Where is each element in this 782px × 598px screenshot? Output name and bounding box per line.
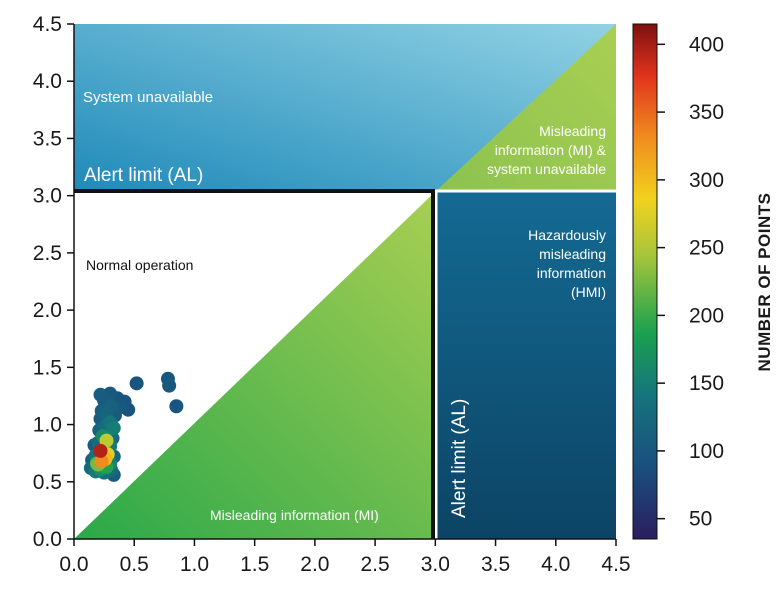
colorbar-tick-label: 350: [689, 101, 724, 124]
x-tick-label: 0.0: [59, 553, 88, 576]
x-tick-label: 4.5: [601, 553, 630, 576]
y-tick-label: 2.0: [33, 299, 62, 322]
x-tick-label: 2.0: [300, 553, 329, 576]
y-tick-label: 0.0: [33, 528, 62, 551]
region-hmi: [436, 191, 616, 539]
x-tick-label: 1.0: [180, 553, 209, 576]
colorbar-label: NUMBER OF POINTS: [755, 193, 774, 372]
scatter-point: [93, 443, 108, 458]
colorbar-tick-label: 50: [689, 508, 712, 531]
label-hmi-line-4: (HMI): [571, 284, 606, 300]
x-tick-label: 3.5: [481, 553, 510, 576]
region-mi-and-unavailable: [436, 24, 616, 191]
label-hmi-line-1: Hazardously: [528, 227, 606, 243]
colorbar-gradient: [632, 23, 658, 540]
x-tick-label: 1.5: [240, 553, 269, 576]
region-misleading-information: [74, 191, 436, 539]
scatter-point: [129, 376, 144, 391]
label-alert-limit-vertical: Alert limit (AL): [449, 399, 470, 518]
colorbar-tick-label: 200: [689, 304, 724, 327]
y-tick-label: 1.5: [33, 356, 62, 379]
label-system-unavailable: System unavailable: [83, 89, 213, 106]
label-mi-unavailable-line-1: Misleading: [539, 123, 606, 139]
y-tick-label: 4.5: [33, 13, 62, 36]
x-axis-ticks: 0.0 0.5 1.0 1.5 2.0 2.5 3.0 3.5 4.0 4.5: [59, 539, 631, 576]
y-tick-label: 3.5: [33, 127, 62, 150]
scatter-point: [99, 433, 114, 448]
y-axis-ticks: 0.0 0.5 1.0 1.5 2.0 2.5 3.0 3.5 4.0 4.5: [33, 13, 74, 551]
y-tick-label: 1.0: [33, 414, 62, 437]
x-tick-label: 2.5: [361, 553, 390, 576]
colorbar: 50 100 150 200 250 300 350 400 NUMBER OF POINTS: [632, 23, 774, 540]
region-labels: System unavailable Alert limit (AL) Misl…: [83, 89, 607, 523]
scatter-point: [94, 454, 109, 469]
colorbar-ticks: 50 100 150 200 250 300 350 400: [657, 33, 724, 531]
label-misleading-information: Misleading information (MI): [210, 507, 379, 523]
label-alert-limit-horizontal: Alert limit (AL): [84, 165, 203, 186]
y-tick-label: 0.5: [33, 471, 62, 494]
stanford-regions: [74, 24, 616, 539]
scatter-point: [93, 387, 108, 402]
y-tick-label: 2.5: [33, 242, 62, 265]
label-mi-unavailable-line-3: system unavailable: [487, 161, 606, 177]
colorbar-tick-label: 300: [689, 169, 724, 192]
scatter-point: [169, 399, 184, 414]
scatter-point: [106, 420, 121, 435]
x-tick-label: 4.0: [541, 553, 570, 576]
y-tick-label: 4.0: [33, 70, 62, 93]
scatter-points: [83, 371, 184, 482]
label-hmi-line-2: misleading: [539, 246, 606, 262]
y-tick-label: 3.0: [33, 185, 62, 208]
x-tick-label: 3.0: [421, 553, 450, 576]
label-hmi-line-3: information: [537, 265, 606, 281]
scatter-point: [162, 378, 177, 393]
colorbar-tick-label: 150: [689, 372, 724, 395]
label-normal-operation: Normal operation: [86, 257, 193, 273]
label-mi-unavailable-line-2: information (MI) &: [495, 142, 607, 158]
colorbar-tick-label: 250: [689, 237, 724, 260]
colorbar-tick-label: 100: [689, 440, 724, 463]
alert-limit-frame: [74, 189, 435, 539]
axes: [73, 24, 616, 540]
colorbar-tick-label: 400: [689, 33, 724, 56]
x-tick-label: 0.5: [120, 553, 149, 576]
